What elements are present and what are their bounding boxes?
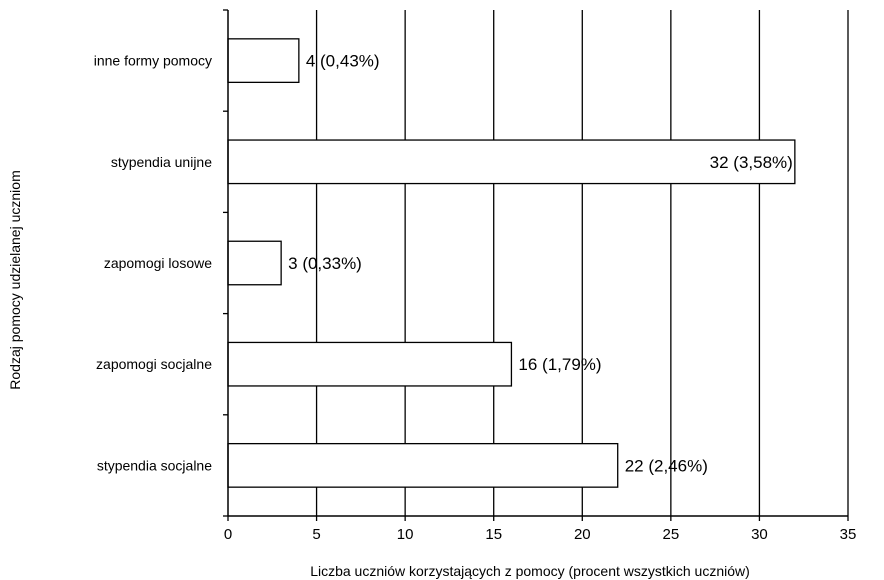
data-label: 3 (0,33%) [288, 254, 362, 273]
data-labels: 4 (0,43%) 32 (3,58%) 3 (0,33%) 16 (1,79%) 22… [288, 52, 793, 476]
axes [223, 9, 849, 521]
bar-stypendia-socjalne [227, 442, 619, 488]
x-tick-label-30: 30 [751, 526, 768, 543]
bar-stypendia-unijne [227, 139, 796, 185]
data-label: 22 (2,46%) [625, 456, 708, 475]
x-tick-labels: 0 5 10 15 20 25 30 35 [224, 526, 857, 543]
category-label: zapomogi losowe [104, 255, 212, 271]
category-label: zapomogi socjalne [96, 356, 212, 372]
x-tick-label-10: 10 [397, 526, 414, 543]
y-axis-title: Rodzaj pomocy udzielanej uczniom [7, 170, 23, 389]
category-label: inne formy pomocy [94, 53, 212, 69]
bar-inne-formy-pomocy [227, 38, 300, 84]
data-label: 16 (1,79%) [518, 355, 601, 374]
grid-lines [315, 10, 849, 516]
x-axis-title: Liczba uczniów korzystających z pomocy (… [310, 563, 750, 579]
category-label: stypendia socjalne [97, 457, 212, 473]
bar-zapomogi-losowe [227, 240, 282, 286]
x-tick-label-35: 35 [840, 526, 857, 543]
data-label: 32 (3,58%) [710, 153, 793, 172]
x-tick-label-25: 25 [663, 526, 680, 543]
x-tick-label-5: 5 [312, 526, 320, 543]
x-tick-label-20: 20 [574, 526, 591, 543]
bars [227, 38, 796, 488]
bar-zapomogi-socjalne [227, 341, 513, 387]
category-labels: inne formy pomocy stypendia unijne zapomog… [94, 53, 212, 474]
category-label: stypendia unijne [111, 154, 212, 170]
x-tick-label-0: 0 [224, 526, 232, 543]
data-label: 4 (0,43%) [306, 52, 380, 71]
x-tick-label-15: 15 [485, 526, 502, 543]
